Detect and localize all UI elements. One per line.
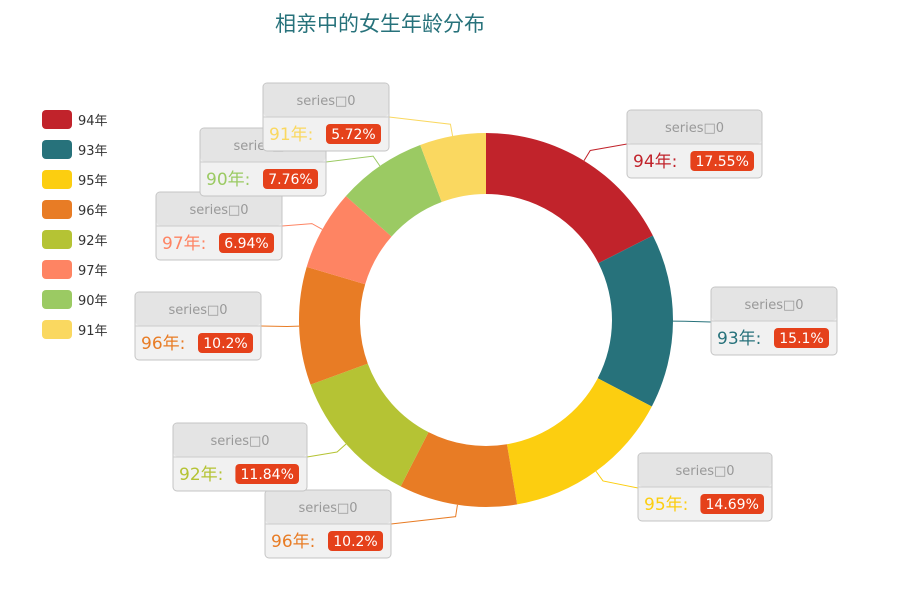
label-box-header [135,292,261,326]
legend-swatch [42,319,72,339]
slice-name-label: 93年: [717,329,761,349]
legend-item-90[interactable]: 90年 [42,284,108,314]
label-box-header [638,453,772,487]
legend-label: 94年 [78,113,108,129]
series-name-label: series□0 [665,121,724,136]
series-name-label: series□0 [168,303,227,318]
legend-label: 95年 [78,173,108,189]
legend-item-93[interactable]: 93年 [42,134,108,164]
percent-badge [700,494,764,514]
slice-name-label: 96年: [141,334,185,354]
slice-label: series□0 94年: 17.55% [626,109,763,179]
series-name-label: series□0 [189,203,248,218]
legend-item-92[interactable]: 92年 [42,224,108,254]
series-name-label: series□0 [744,298,803,313]
percent-label: 11.84% [241,467,294,483]
legend-label: 90年 [78,293,108,309]
slice-name-label: 97年: [162,234,206,254]
pie-slice[interactable] [400,432,518,507]
legend-item-95[interactable]: 95年 [42,164,108,194]
slice-label: series□0 93年: 15.1% [710,286,838,356]
label-box-header [265,490,391,524]
percent-badge [326,124,381,144]
pie-slice[interactable] [486,133,653,264]
slice-label: series□0 97年: 6.94% [155,191,283,261]
slice-name-label: 92年: [179,465,223,485]
percent-label: 10.2% [203,336,247,352]
legend-swatch [42,229,72,249]
legend-label: 96年 [78,203,108,219]
label-box-header [156,192,282,226]
leader-line [388,116,454,137]
slices [299,133,673,507]
label-box-header [263,83,389,117]
pie-slice[interactable] [506,378,652,505]
chart-title: 相亲中的女生年龄分布 [275,12,485,36]
percent-label: 14.69% [706,497,759,513]
slice-label: series□0 96年: 10.2% [134,291,262,361]
label-box-header [627,110,762,144]
legend-swatch [42,259,72,279]
leader-line [595,470,639,489]
pie-slice[interactable] [306,196,392,285]
slice-label: series□0 92年: 11.84% [172,422,308,492]
pie-slice[interactable] [345,144,442,237]
percent-label: 17.55% [696,154,749,170]
slice-label: series□0 96年: 10.2% [264,489,392,559]
percent-badge [328,531,383,551]
chart-legend: 94年 93年 95年 96年 92年 97年 90年 91年 [42,104,108,344]
pie-slice[interactable] [597,235,673,407]
label-box-header [711,287,837,321]
slice-label: series□0 95年: 14.69% [637,452,773,522]
legend-swatch [42,289,72,309]
slice-name-label: 96年: [271,532,315,552]
series-name-label: series□0 [296,94,355,109]
percent-label: 6.94% [224,236,268,252]
slice-name-label: 94年: [633,152,677,172]
leader-line [306,443,347,458]
legend-swatch [42,109,72,129]
percent-label: 10.2% [333,534,377,550]
percent-badge [235,464,299,484]
slice-name-label: 95年: [644,495,688,515]
legend-item-97[interactable]: 97年 [42,254,108,284]
leader-line [325,155,381,167]
legend-swatch [42,139,72,159]
legend-label: 92年 [78,233,108,249]
series-name-label: series□0 [298,501,357,516]
leader-line [583,143,628,161]
percent-badge [774,328,829,348]
pie-slice[interactable] [420,133,486,203]
leader-line [390,504,458,525]
legend-swatch [42,169,72,189]
legend-label: 93年 [78,143,108,159]
percent-label: 5.72% [331,127,375,143]
pie-slice[interactable] [310,363,429,487]
series-name-label: series□0 [210,434,269,449]
legend-item-96[interactable]: 96年 [42,194,108,224]
percent-label: 7.76% [268,172,312,188]
percent-badge [690,151,754,171]
percent-badge [263,169,318,189]
percent-label: 15.1% [779,331,823,347]
leader-line [672,320,712,323]
series-name-label: series□0 [675,464,734,479]
percent-badge [219,233,274,253]
slice-label: series□0 91年: 5.72% [262,82,390,152]
label-box-header [173,423,307,457]
leader-line [260,325,300,328]
legend-item-91[interactable]: 91年 [42,314,108,344]
legend-item-94[interactable]: 94年 [42,104,108,134]
percent-badge [198,333,253,353]
slice-name-label: 91年: [269,125,313,145]
legend-swatch [42,199,72,219]
slice-name-label: 90年: [206,170,250,190]
pie-slice[interactable] [299,266,368,385]
legend-label: 97年 [78,263,108,279]
leader-line [281,223,323,230]
legend-label: 91年 [78,323,108,339]
